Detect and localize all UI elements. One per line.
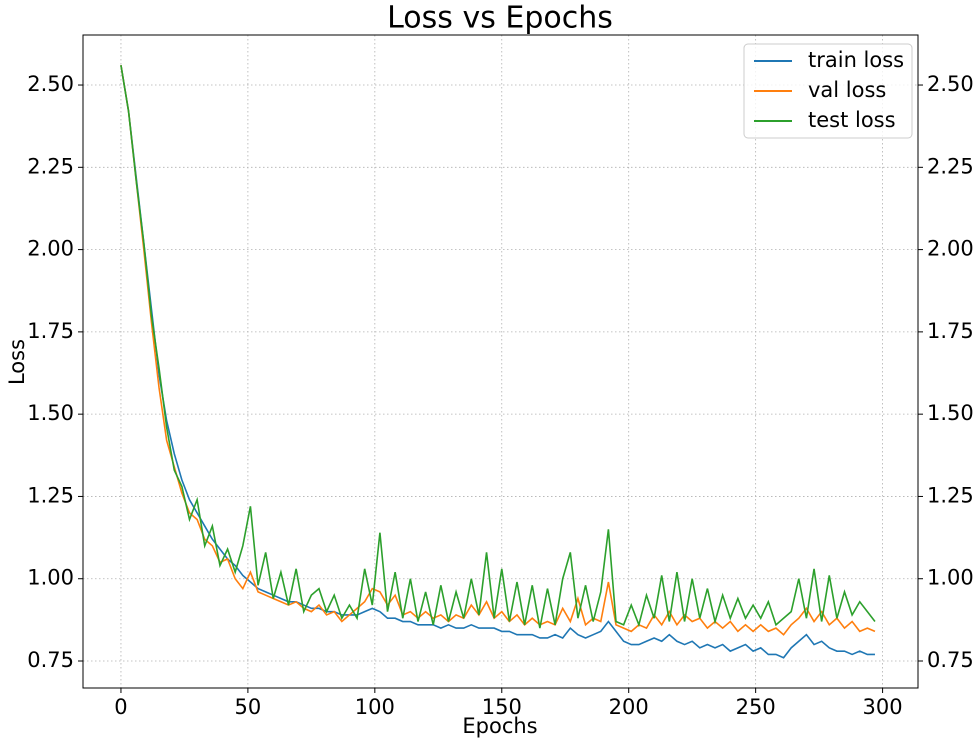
y2-tick-label: 2.25 — [927, 154, 974, 178]
y-tick-label: 1.00 — [27, 566, 74, 590]
x-tick-label: 300 — [863, 695, 903, 719]
legend-label: train loss — [808, 48, 904, 72]
x-tick-label: 50 — [235, 695, 262, 719]
chart-title: Loss vs Epochs — [387, 1, 613, 36]
x-tick-label: 200 — [609, 695, 649, 719]
y2-tick-label: 2.50 — [927, 72, 974, 96]
y2-tick-label: 0.75 — [927, 648, 974, 672]
y2-tick-label: 2.00 — [927, 237, 974, 261]
y-tick-label: 2.50 — [27, 72, 74, 96]
x-tick-label: 100 — [355, 695, 395, 719]
series-line — [120, 65, 876, 629]
y-tick-label: 1.25 — [27, 483, 74, 507]
y2-tick-label: 1.25 — [927, 483, 974, 507]
y-tick-label: 2.00 — [27, 237, 74, 261]
y2-tick-label: 1.75 — [927, 319, 974, 343]
plot-frame — [82, 34, 919, 689]
y2-tick-label: 1.00 — [927, 566, 974, 590]
x-tick-label: 150 — [482, 695, 522, 719]
legend-label: val loss — [808, 78, 886, 102]
x-tick-label: 0 — [114, 695, 127, 719]
legend-label: test loss — [808, 108, 896, 132]
series-line — [120, 65, 876, 636]
y-tick-label: 1.75 — [27, 319, 74, 343]
x-axis-label: Epochs — [462, 714, 537, 738]
y-tick-label: 1.50 — [27, 401, 74, 425]
y-tick-label: 2.25 — [27, 154, 74, 178]
legend-box — [743, 43, 913, 139]
y2-tick-label: 1.50 — [927, 401, 974, 425]
y-tick-label: 0.75 — [27, 648, 74, 672]
x-tick-label: 250 — [736, 695, 776, 719]
y-axis-label: Loss — [5, 339, 29, 385]
